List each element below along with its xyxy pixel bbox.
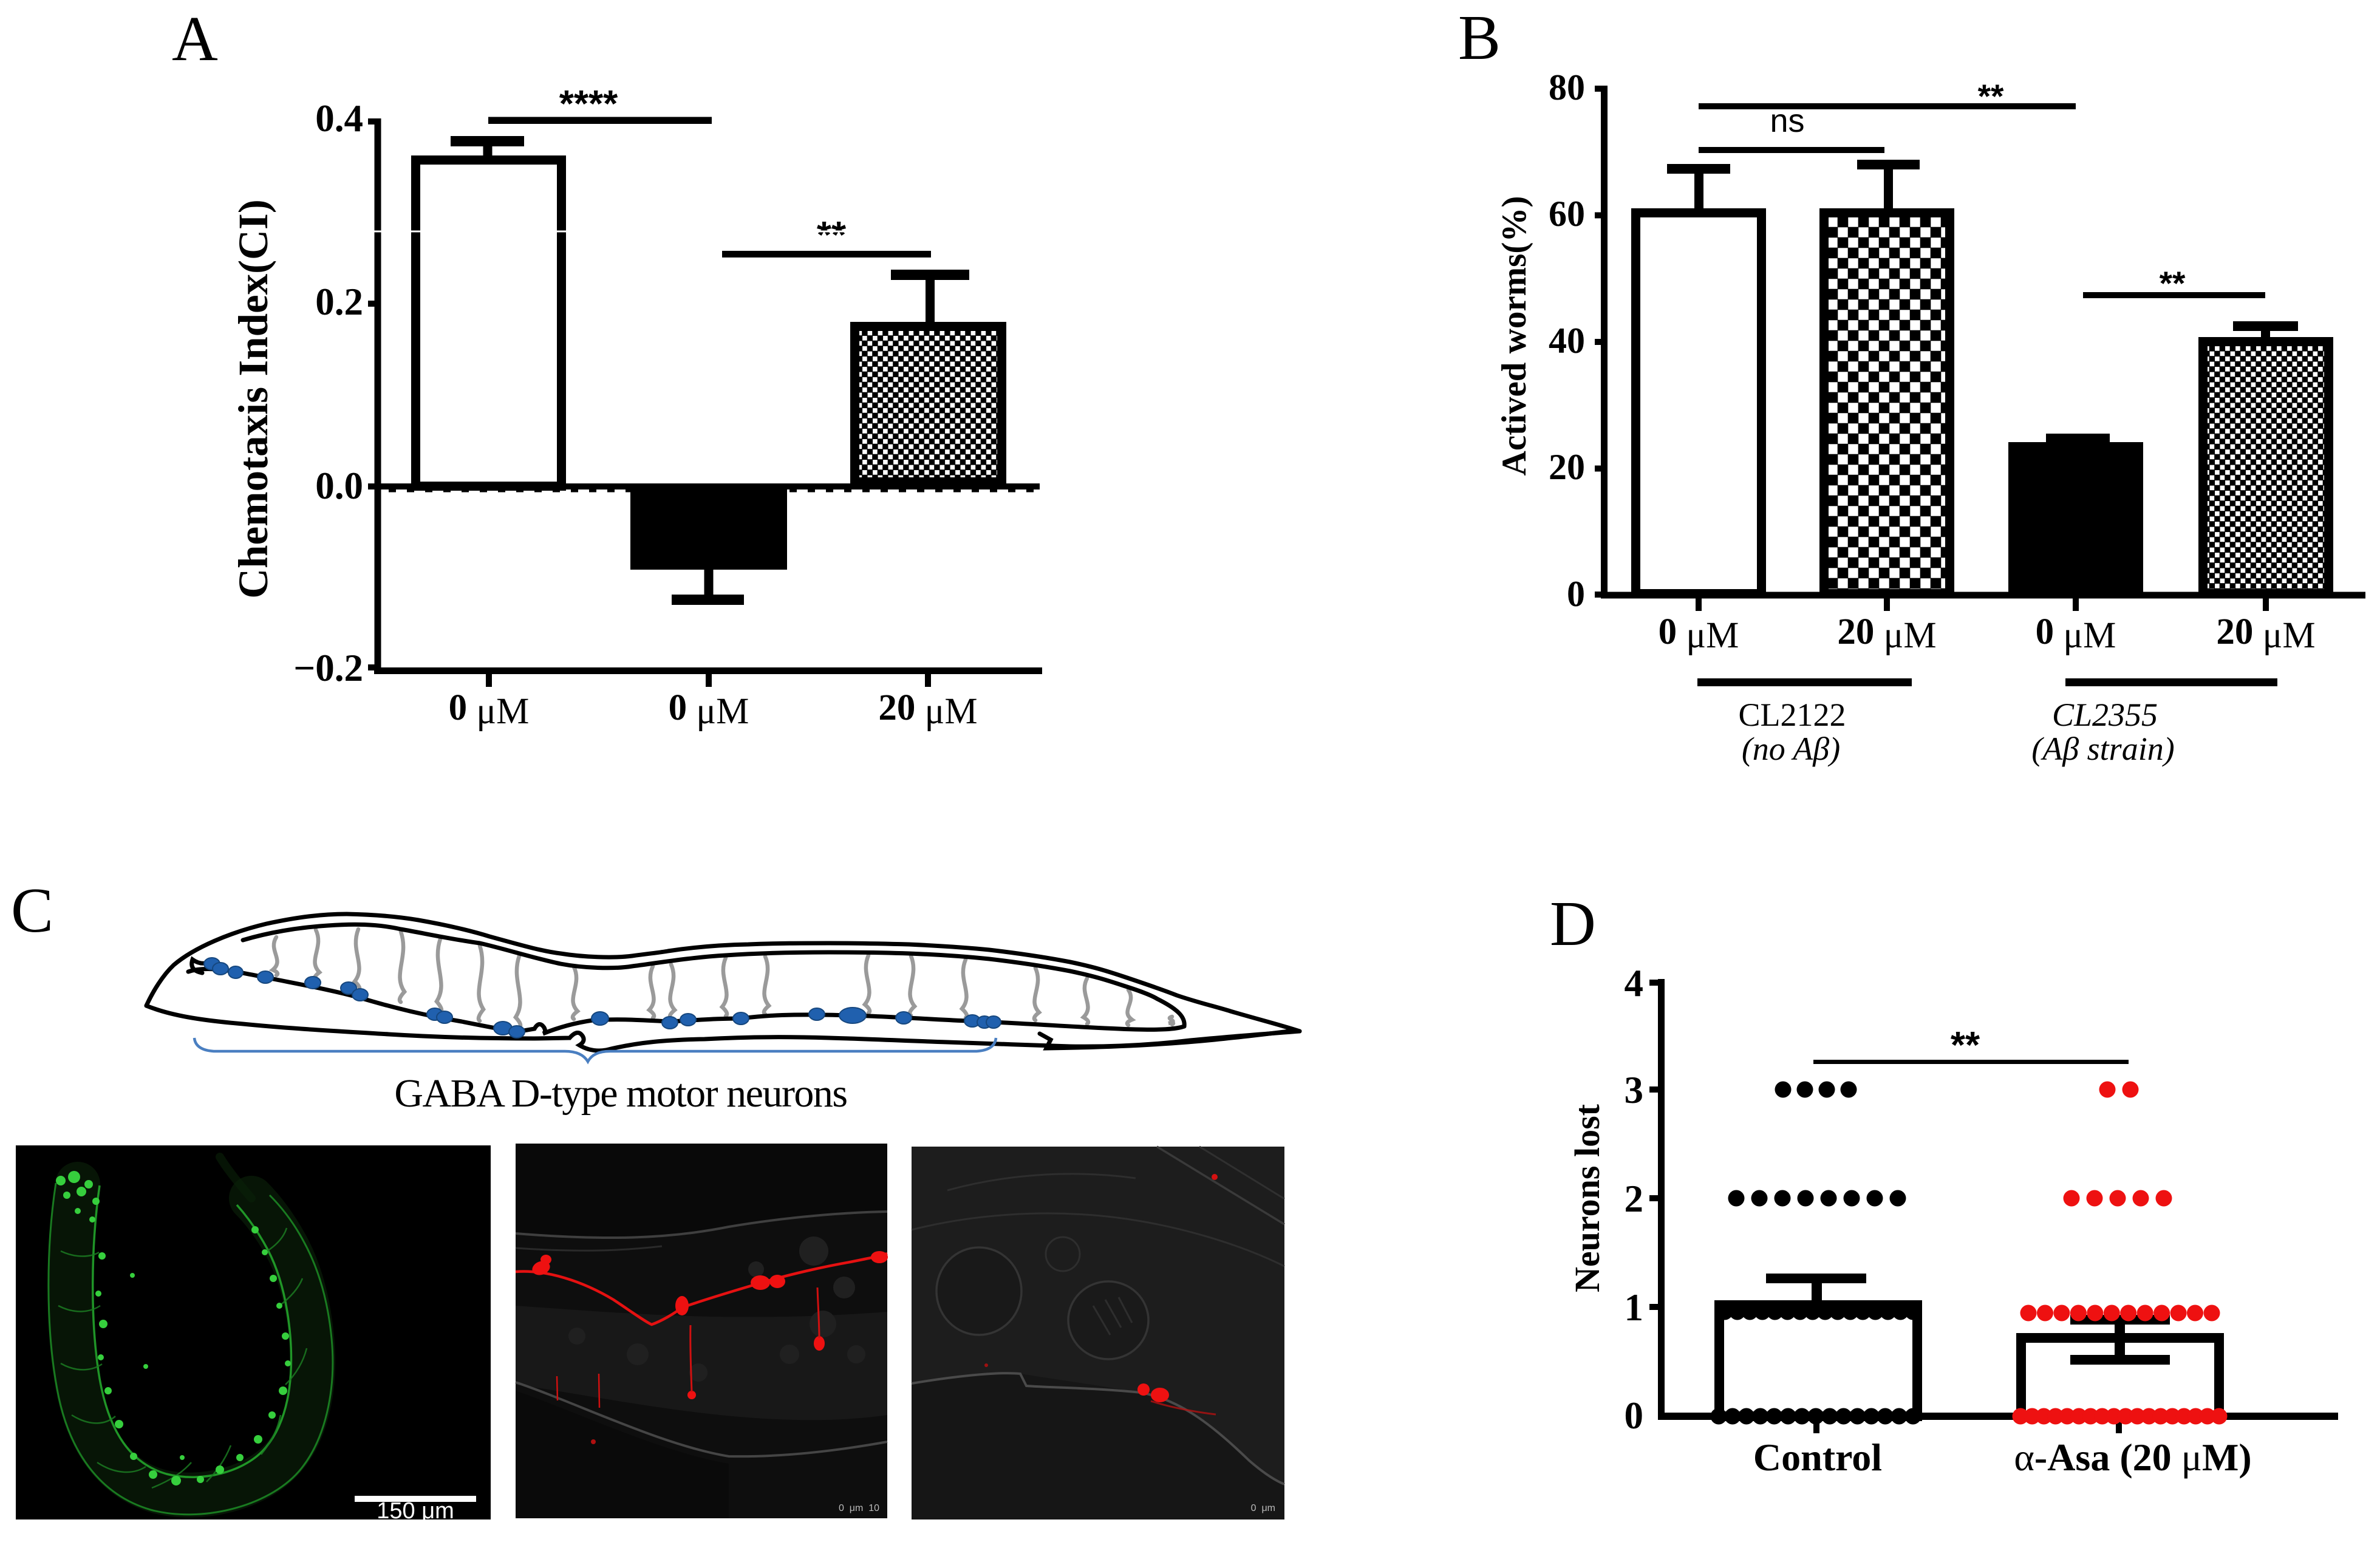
svg-text:4: 4: [1625, 962, 1644, 1004]
svg-text:0 μM: 0 μM: [1659, 612, 1739, 656]
svg-text:**: **: [1978, 77, 2004, 115]
svg-text:B: B: [1458, 2, 1501, 73]
svg-text:1: 1: [1625, 1286, 1644, 1329]
svg-text:(no Aβ): (no Aβ): [1742, 731, 1840, 767]
svg-text:**: **: [2160, 264, 2186, 302]
svg-text:60: 60: [1549, 194, 1585, 234]
svg-text:20 μM: 20 μM: [1837, 612, 1936, 656]
svg-text:150 μm: 150 μm: [377, 1498, 454, 1524]
svg-text:20: 20: [1549, 447, 1585, 487]
svg-text:Chemotaxis Index(CI): Chemotaxis Index(CI): [230, 199, 276, 598]
svg-text:**: **: [1951, 1025, 1980, 1066]
svg-text:α-Asa (20 μM): α-Asa (20 μM): [2014, 1436, 2251, 1479]
svg-text:−0.2: −0.2: [293, 647, 363, 689]
svg-text:0: 0: [1567, 574, 1585, 614]
svg-text:0 μm 10: 0 μm 10: [839, 1503, 879, 1513]
svg-text:0.4: 0.4: [315, 97, 363, 140]
svg-text:40: 40: [1549, 321, 1585, 361]
svg-text:20 μM: 20 μM: [2216, 612, 2315, 656]
svg-text:(Aβ strain): (Aβ strain): [2031, 731, 2174, 767]
svg-text:0: 0: [1625, 1394, 1644, 1437]
svg-text:20 μM: 20 μM: [878, 687, 977, 732]
svg-text:0 μM: 0 μM: [669, 687, 749, 732]
svg-text:D: D: [1550, 888, 1596, 959]
svg-text:CL2355: CL2355: [2052, 697, 2158, 733]
svg-text:0 μM: 0 μM: [2036, 612, 2116, 656]
svg-text:A: A: [172, 3, 218, 74]
svg-text:Control: Control: [1753, 1436, 1882, 1479]
svg-text:3: 3: [1625, 1069, 1644, 1111]
svg-text:C: C: [11, 875, 53, 946]
svg-text:2: 2: [1625, 1178, 1644, 1220]
svg-text:0 μM: 0 μM: [449, 687, 530, 732]
svg-text:80: 80: [1549, 67, 1585, 107]
svg-text:0 μm: 0 μm: [1251, 1503, 1275, 1513]
svg-text:****: ****: [559, 83, 618, 125]
svg-text:Actived worms(%): Actived worms(%): [1495, 196, 1533, 476]
svg-text:0.2: 0.2: [315, 281, 363, 323]
svg-text:CL2122: CL2122: [1738, 697, 1846, 733]
svg-text:Neurons lost: Neurons lost: [1567, 1103, 1607, 1292]
svg-text:0.0: 0.0: [315, 465, 363, 507]
svg-text:**: **: [817, 214, 847, 256]
svg-text:GABA D-type motor neurons: GABA D-type motor neurons: [394, 1071, 847, 1116]
